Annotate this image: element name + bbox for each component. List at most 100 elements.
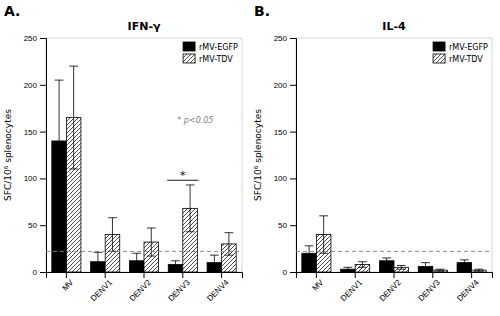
tick-label: 250 — [274, 34, 288, 43]
y-tick: 100 — [24, 174, 46, 183]
x-tick: DENV2 — [128, 272, 154, 303]
y-tick: 0 — [33, 268, 46, 277]
tick-mark — [394, 272, 395, 278]
error-line — [362, 262, 363, 268]
y-tick: 50 — [278, 221, 296, 230]
plot: 050100150200250MVDENV1DENV2DENV3DENV4** … — [24, 34, 243, 303]
y-tick: 150 — [274, 128, 296, 137]
x-tick: MV — [60, 272, 75, 293]
error-line — [214, 255, 215, 270]
error-bar — [358, 262, 367, 268]
error-cap — [171, 268, 180, 269]
error-cap — [210, 255, 219, 256]
error-cap — [421, 270, 430, 271]
legend-label: rMV-TDV — [199, 55, 233, 64]
error-bar — [94, 252, 103, 271]
error-line — [464, 260, 465, 266]
y-tick: 250 — [24, 34, 46, 43]
error-cap — [210, 270, 219, 271]
panel-label: A. — [4, 3, 20, 19]
chart: 050100150200250MVDENV1DENV2DENV3DENV4** … — [0, 0, 500, 316]
legend-swatch — [183, 54, 195, 63]
error-line — [59, 80, 60, 202]
legend: rMV-EGFPrMV-TDV — [433, 42, 488, 64]
error-bar — [108, 218, 117, 252]
error-cap — [225, 232, 234, 233]
axis-line — [290, 39, 297, 273]
tick-mark — [40, 272, 46, 273]
tick-label: MV — [60, 277, 75, 292]
tick-label: DENV1 — [89, 278, 115, 304]
tick-label: 200 — [24, 81, 38, 90]
tick-mark — [290, 178, 296, 179]
tick-mark — [290, 132, 296, 133]
error-cap — [55, 201, 64, 202]
error-cap — [69, 169, 78, 170]
tick-label: DENV4 — [455, 278, 481, 304]
error-cap — [305, 245, 314, 246]
series — [52, 80, 222, 272]
tick-label: MV — [310, 277, 325, 292]
x-tick: MV — [310, 272, 325, 293]
y-tick: 50 — [28, 221, 46, 230]
tick-label: 0 — [283, 268, 288, 277]
series — [66, 66, 236, 272]
y-tick: 100 — [274, 174, 296, 183]
tick-label: DENV3 — [166, 278, 192, 304]
tick-mark — [290, 272, 296, 273]
error-cap — [132, 268, 141, 269]
error-cap — [147, 228, 156, 229]
error-bar — [132, 253, 141, 268]
panel: 050100150200250MVDENV1DENV2DENV3DENV4** … — [3, 3, 243, 303]
x-tick: DENV4 — [205, 272, 231, 303]
legend-swatch — [433, 42, 445, 51]
legend-label: rMV-EGFP — [199, 43, 238, 52]
error-line — [112, 218, 113, 252]
x-tick: DENV2 — [378, 272, 404, 303]
tick-label: DENV1 — [339, 278, 365, 304]
error-cap — [319, 215, 328, 216]
tick-label: 50 — [28, 221, 37, 230]
error-cap — [421, 262, 430, 263]
error-cap — [55, 80, 64, 81]
error-bar — [319, 216, 328, 253]
error-cap — [358, 267, 367, 268]
tick-label: 250 — [24, 34, 38, 43]
tick-mark — [290, 225, 296, 226]
tick-label: 150 — [24, 128, 38, 137]
error-bar — [475, 269, 484, 271]
error-line — [151, 228, 152, 256]
tick-mark — [290, 85, 296, 86]
y-axis-title: SFC/10⁶ splenocytes — [3, 109, 13, 201]
legend-entry: rMV-EGFP — [433, 42, 488, 52]
y-tick: 150 — [24, 128, 46, 137]
tick-label: DENV2 — [378, 278, 404, 304]
panel: 0 50 100 150 200 250 MV DENV1 DENV2 DENV3 DENV4 rMV… — [253, 3, 493, 303]
axis-line — [40, 39, 47, 273]
reference-line — [46, 251, 242, 252]
y-tick: 0 — [283, 268, 296, 277]
plot: 0 50 100 150 200 250 MV DENV1 DENV2 DENV3 DENV4 rMV… — [274, 34, 493, 303]
legend: rMV-EGFP rMV-TDV — [183, 42, 238, 64]
x-tick: DENV3 — [416, 272, 442, 303]
tick-mark — [290, 38, 296, 39]
error-line — [309, 246, 310, 261]
error-cap — [132, 253, 141, 254]
tick-mark — [40, 132, 46, 133]
tick-mark — [40, 178, 46, 179]
tick-label: 100 — [274, 174, 288, 183]
error-line — [73, 66, 74, 169]
reference-line — [296, 251, 492, 252]
y-tick: 200 — [274, 81, 296, 90]
error-cap — [225, 255, 234, 256]
error-cap — [382, 263, 391, 264]
legend-entry: rMV-TDV — [183, 54, 233, 64]
significance-label: 0 — [33, 268, 38, 277]
y-tick: 200 — [24, 81, 46, 90]
tick-mark — [221, 272, 222, 278]
tick-mark — [316, 272, 317, 278]
error-cap — [475, 271, 484, 272]
tick-mark — [471, 272, 472, 278]
tick-mark — [355, 272, 356, 278]
error-cap — [186, 231, 195, 232]
